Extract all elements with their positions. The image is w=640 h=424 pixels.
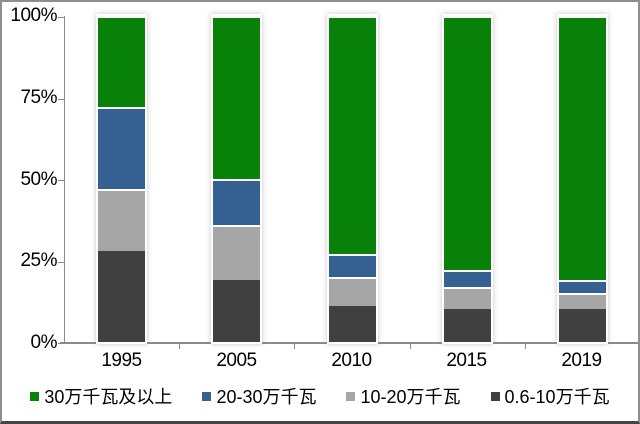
bar-2015: [443, 16, 491, 342]
y-axis-label-50: 50%: [20, 169, 57, 190]
bar-1995: [98, 16, 146, 342]
legend-item-06-10: 0.6-10万千瓦: [490, 383, 610, 409]
segment-2015-series0: [443, 309, 491, 342]
legend-item-20-30: 20-30万千瓦: [202, 383, 316, 409]
y-axis-label-75: 75%: [20, 87, 57, 108]
segment-2010-series3: [328, 16, 376, 254]
segment-2010-series0: [328, 306, 376, 342]
x-axis-tick: [179, 343, 181, 349]
legend-label-20-30: 20-30万千瓦: [216, 387, 317, 407]
x-axis-label-1995: 1995: [101, 350, 142, 371]
legend-label-30plus: 30万千瓦及以上: [44, 387, 173, 407]
y-axis-tick: [58, 343, 64, 344]
legend-swatch-green: [30, 391, 40, 401]
x-axis-line: [60, 342, 638, 344]
segment-1995-series0: [98, 250, 146, 342]
y-axis-tick: [58, 17, 64, 18]
segment-2015-series3: [443, 16, 491, 271]
segment-2005-series3: [213, 16, 261, 179]
segment-2005-series1: [213, 224, 261, 281]
y-axis-tick: [58, 261, 64, 263]
legend-swatch-dark: [490, 391, 500, 401]
y-axis-line: [64, 16, 65, 343]
segment-1995-series2: [98, 107, 146, 189]
segment-2019-series0: [558, 309, 606, 342]
segment-1995-series3: [98, 16, 146, 108]
legend-item-30plus: 30万千瓦及以上: [30, 383, 172, 409]
y-axis-label-25: 25%: [20, 250, 57, 271]
y-axis-tick: [58, 98, 64, 100]
bar-2005: [213, 16, 261, 342]
segment-2019-series1: [558, 293, 606, 310]
bar-2019: [558, 16, 606, 342]
x-axis-label-2015: 2015: [446, 350, 487, 371]
x-axis-tick: [409, 343, 411, 349]
legend-swatch-gray: [346, 391, 356, 401]
segment-2019-series3: [558, 16, 606, 281]
plot-area: [64, 16, 638, 342]
y-axis-label-100: 100%: [10, 5, 57, 26]
segment-2015-series2: [443, 270, 491, 287]
legend-item-10-20: 10-20万千瓦: [346, 383, 461, 409]
x-axis-label-2019: 2019: [561, 350, 602, 371]
legend: 30万千瓦及以上 20-30万千瓦 10-20万千瓦 0.6-10万千瓦: [2, 383, 638, 409]
segment-2005-series2: [213, 179, 261, 225]
legend-swatch-blue: [202, 391, 212, 401]
segment-1995-series1: [98, 188, 146, 251]
legend-label-10-20: 10-20万千瓦: [360, 387, 461, 407]
segment-2010-series2: [328, 254, 376, 277]
x-axis-label-2005: 2005: [216, 350, 257, 371]
segment-2015-series1: [443, 286, 491, 310]
y-axis-tick: [58, 180, 64, 181]
bar-2010: [328, 16, 376, 342]
x-axis-tick: [524, 343, 526, 349]
x-axis-tick: [294, 343, 296, 349]
segment-2019-series2: [558, 280, 606, 294]
y-axis-label-0: 0%: [30, 332, 58, 353]
segment-2010-series1: [328, 276, 376, 307]
legend-label-06-10: 0.6-10万千瓦: [504, 387, 610, 407]
x-axis-label-2010: 2010: [331, 350, 372, 371]
segment-2005-series0: [213, 280, 261, 342]
